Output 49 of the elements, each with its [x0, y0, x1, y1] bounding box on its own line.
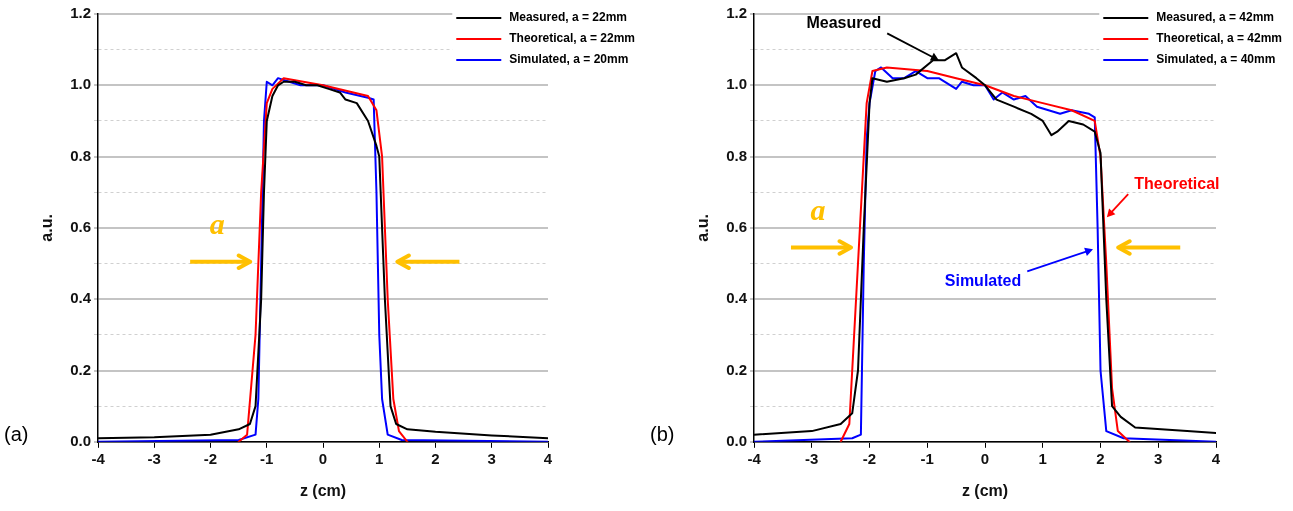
x-tick-label: -4 [747, 449, 762, 467]
y-tick-label: 0.2 [726, 360, 748, 378]
x-tick-label: -1 [920, 449, 934, 467]
legend-label: Measured, a = 22mm [509, 10, 628, 25]
annotation: a [208, 206, 226, 241]
x-tick-label: -2 [862, 449, 877, 467]
y-tick-label: 0.4 [70, 289, 92, 307]
x-tick-label: -3 [805, 449, 819, 467]
y-tick-label: 0.2 [70, 360, 92, 378]
y-axis-title: a.u. [694, 214, 712, 242]
y-tick-label: 0.0 [70, 431, 92, 449]
x-axis-title: z (cm) [299, 481, 347, 499]
x-tick-label: 1 [375, 449, 384, 467]
x-tick-label: 1 [1038, 449, 1047, 467]
legend-label: Theoretical, a = 42mm [1156, 31, 1283, 46]
y-tick-label: 1.0 [70, 75, 92, 93]
x-tick-label: 4 [1211, 449, 1221, 467]
x-tick-label: -2 [203, 449, 218, 467]
y-tick-label: 0.6 [70, 218, 92, 236]
annotation: Simulated [944, 271, 1022, 289]
x-tick-label: 3 [1154, 449, 1163, 467]
annotation: Measured [806, 13, 882, 31]
legend-label: Measured, a = 42mm [1156, 10, 1275, 25]
y-axis-title: a.u. [38, 214, 56, 242]
x-tick-label: -4 [91, 449, 106, 467]
y-tick-label: 1.2 [70, 4, 92, 22]
x-tick-label: 2 [431, 449, 440, 467]
legend-label: Simulated, a = 40mm [1156, 52, 1276, 67]
y-tick-label: 0.8 [70, 146, 92, 164]
annotation: Theoretical [1134, 174, 1220, 192]
x-tick-label: -1 [260, 449, 274, 467]
x-tick-label: 4 [543, 449, 553, 467]
annotation: a [809, 192, 827, 227]
y-tick-label: 0.4 [726, 289, 748, 307]
y-tick-label: 0.8 [726, 146, 748, 164]
x-tick-label: 3 [487, 449, 496, 467]
x-tick-label: -3 [147, 449, 161, 467]
x-tick-label: 0 [980, 449, 990, 467]
x-tick-label: 2 [1096, 449, 1105, 467]
text: (a) [4, 423, 29, 446]
legend-label: Simulated, a = 20mm [509, 52, 629, 67]
x-tick-label: 0 [318, 449, 328, 467]
y-tick-label: 0.0 [726, 431, 748, 449]
legend-label: Theoretical, a = 22mm [509, 31, 636, 46]
y-tick-label: 0.6 [726, 218, 748, 236]
y-tick-label: 1.0 [726, 75, 748, 93]
y-tick-label: 1.2 [726, 4, 748, 22]
text: (b) [650, 423, 675, 446]
x-axis-title: z (cm) [961, 481, 1009, 499]
